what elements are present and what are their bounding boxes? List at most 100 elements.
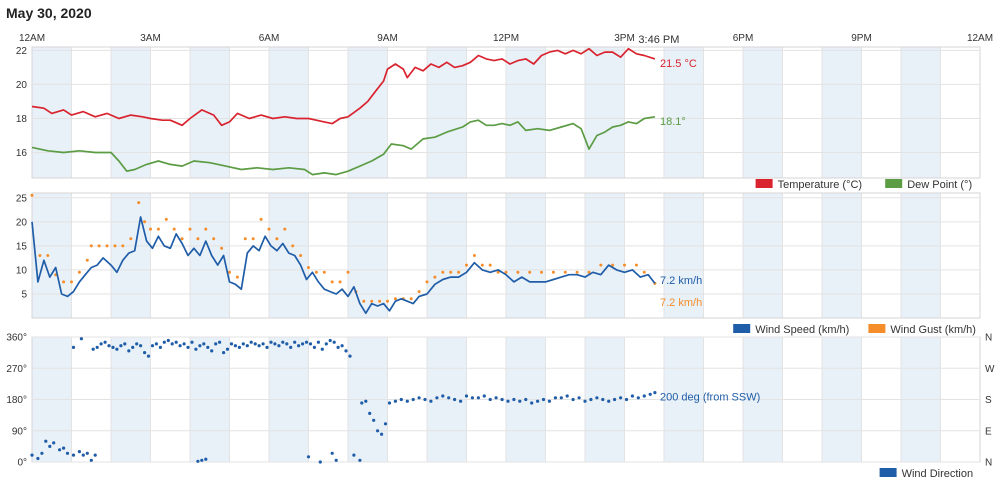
wind-direction-point: [245, 344, 249, 348]
wind-gust-point: [433, 275, 437, 279]
wind-gust-point: [409, 297, 413, 301]
legend-label: Wind Direction: [902, 468, 974, 478]
wind-direction-point: [636, 396, 640, 400]
wind-direction-point: [399, 397, 403, 402]
wind-direction-point: [306, 455, 311, 459]
wind-direction-point: [642, 394, 646, 398]
wind-gust-point: [362, 299, 366, 303]
wind-direction-point: [476, 396, 480, 400]
wind-direction-point: [71, 453, 76, 457]
wind-direction-point: [174, 340, 178, 344]
wind-direction-point: [277, 344, 281, 348]
wind-direction-point: [541, 397, 546, 402]
hour-band: [269, 47, 309, 178]
wind-direction-point: [186, 345, 190, 349]
wind-direction-point: [297, 344, 301, 348]
page-title: May 30, 2020: [6, 5, 92, 21]
legend-swatch: [733, 324, 751, 333]
wind-direction-point: [607, 399, 611, 403]
hour-band: [32, 193, 72, 318]
legend-swatch: [868, 324, 886, 333]
wind-gust-point: [322, 270, 326, 274]
wind-direction-point: [328, 338, 332, 343]
wind-gust-point: [143, 220, 147, 224]
x-tick-label: 12AM: [19, 33, 45, 44]
wind-direction-point: [261, 342, 265, 346]
wind-direction-point: [99, 342, 103, 346]
wind-direction-point: [131, 345, 135, 349]
x-tick-label: 3PM: [614, 33, 635, 44]
wind-direction-point: [464, 394, 469, 398]
wind-gust-point: [642, 270, 646, 274]
wind-direction-point: [269, 340, 273, 344]
wind-gust-point: [77, 270, 81, 274]
wind-direction-point: [48, 444, 52, 448]
wind-direction-point: [206, 345, 210, 349]
wind-direction-point: [340, 344, 344, 348]
wind-direction-point: [214, 342, 218, 346]
hour-band: [506, 193, 546, 318]
wind-direction-point: [194, 347, 198, 351]
x-tick-label: 12AM: [967, 33, 993, 44]
wind-gust-point: [472, 254, 476, 257]
wind-gust-point: [267, 227, 271, 231]
wind-direction-point: [139, 344, 143, 348]
wind-direction-point: [241, 342, 245, 346]
wind-direction-point: [150, 344, 155, 348]
wind-direction-point: [630, 394, 635, 398]
wind-direction-point: [624, 397, 629, 402]
hour-band: [348, 193, 388, 318]
wind-gust-point: [259, 217, 263, 221]
wind-direction-point: [143, 351, 147, 355]
wind-gust-point: [346, 270, 350, 274]
wind-direction-point: [301, 342, 305, 346]
y-tick-label: 15: [16, 241, 28, 252]
wind-direction-point: [500, 397, 504, 402]
wind-direction-point: [619, 396, 623, 400]
hour-band: [427, 193, 467, 318]
wind-direction-point: [364, 399, 368, 403]
wind-speed-current-label: 7.2 km/h: [660, 275, 702, 287]
wind-gust-point: [85, 258, 89, 262]
wind-direction-point: [62, 446, 66, 450]
wind-gust-point: [457, 270, 461, 274]
wind-direction-point: [127, 349, 131, 353]
wind-gust-point: [121, 244, 125, 248]
legend-label: Wind Gust (km/h): [890, 324, 976, 336]
temperature-line: [31, 47, 656, 127]
wind-direction-point: [348, 354, 352, 358]
wind-gust-point: [97, 244, 101, 248]
wind-direction-point: [265, 345, 269, 349]
y-tick-label: 180°: [6, 395, 27, 406]
wind-gust-point: [338, 280, 342, 284]
x-tick-label: 6AM: [259, 33, 280, 44]
temperature-current-label: 21.5 °C: [660, 58, 697, 70]
hour-band: [585, 47, 625, 178]
wind-direction-point: [253, 342, 257, 346]
wind-direction-point: [210, 349, 214, 353]
wind-direction-point: [36, 456, 40, 461]
wind-gust-point: [528, 270, 532, 274]
compass-tick-label: W: [985, 364, 995, 375]
wind-direction-point: [488, 397, 492, 402]
wind-gust-point: [611, 263, 615, 267]
wind-gust-point: [480, 263, 484, 267]
wind-direction-point: [324, 342, 328, 346]
x-tick-label: 9PM: [851, 33, 872, 44]
wind-direction-point: [429, 399, 433, 403]
wind-direction-point: [170, 342, 174, 346]
wind-direction-point: [289, 345, 293, 349]
wind-direction-point: [200, 458, 204, 462]
wind-direction-point: [344, 349, 348, 353]
wind-direction-point: [93, 453, 97, 457]
hour-band: [664, 193, 704, 318]
wind-gust-point: [393, 297, 397, 301]
wind-speed-line: [31, 216, 656, 315]
wind-gust-point: [634, 263, 638, 267]
wind-direction-point: [380, 432, 384, 436]
wind-direction-point: [111, 345, 115, 349]
compass-tick-label: N: [985, 333, 992, 344]
wind-direction-point: [358, 458, 362, 462]
wind-direction-point: [58, 448, 62, 452]
wind-gust-point: [330, 280, 334, 284]
